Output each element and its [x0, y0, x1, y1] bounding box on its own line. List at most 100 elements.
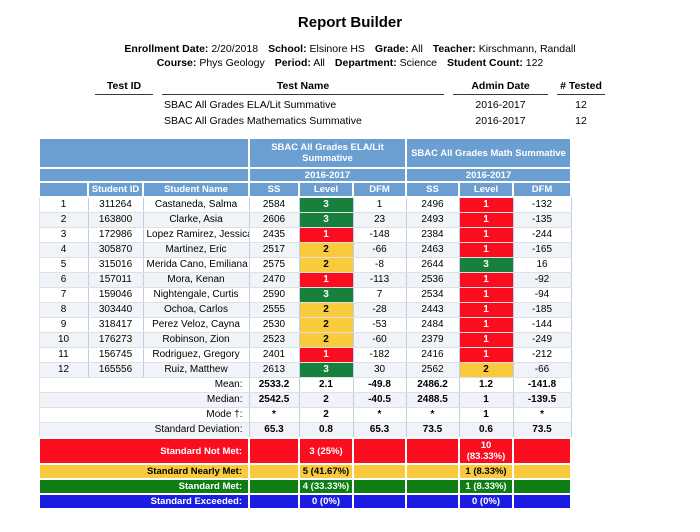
- ela-ss-cell: 2517: [249, 242, 300, 258]
- ela-dfm-cell: -53: [353, 317, 407, 333]
- student-id-cell: 176273: [88, 332, 144, 348]
- row-number-cell: 6: [38, 272, 89, 288]
- column-header-math-ss: SS: [405, 181, 460, 198]
- standard-ela-dfm-cell: [352, 463, 407, 480]
- row-number-cell: 10: [38, 332, 89, 348]
- ela-ss-cell: 2530: [249, 317, 300, 333]
- group-header-blank: [38, 137, 250, 169]
- math-ss-cell: 2443: [406, 302, 460, 318]
- student-name-cell: Robinson, Zion: [143, 332, 250, 348]
- standard-math-dfm-cell: [511, 437, 573, 465]
- math-ss-cell: 2496: [406, 197, 460, 213]
- standard-ela-ss-cell: [248, 437, 300, 465]
- ela-dfm-cell: 1: [353, 197, 407, 213]
- tests-header-row: Test ID Test Name Admin Date # Tested: [95, 79, 605, 95]
- summary-value-cell: *: [406, 407, 460, 423]
- summary-value-cell: 73.5: [406, 422, 460, 439]
- column-header-math-level: Level: [458, 181, 514, 198]
- summary-value-cell: 0.8: [299, 422, 354, 439]
- standard-math-ss-cell: [405, 437, 460, 465]
- test-admin-date-cell: 2016-2017: [475, 115, 526, 127]
- ela-ss-cell: 2584: [249, 197, 300, 213]
- column-header-student-name: Student Name: [142, 181, 250, 198]
- summary-value-cell: *: [513, 407, 572, 423]
- standard-math-level-cell: 0 (0%): [458, 493, 514, 510]
- column-header-math-dfm: DFM: [511, 181, 573, 198]
- summary-label-cell: Mode †:: [38, 407, 250, 423]
- results-table: SBAC All Grades ELA/Lit Summative SBAC A…: [38, 137, 573, 510]
- test-num-tested-cell: 12: [575, 115, 587, 127]
- ela-ss-cell: 2470: [249, 272, 300, 288]
- math-ss-cell: 2484: [406, 317, 460, 333]
- math-ss-cell: 2416: [406, 347, 460, 363]
- row-number-cell: 4: [38, 242, 89, 258]
- summary-value-cell: 2533.2: [249, 377, 300, 393]
- row-number-cell: 3: [38, 227, 89, 243]
- column-header-student-id: Student ID: [87, 181, 144, 198]
- math-level-cell: 3: [459, 257, 514, 273]
- ela-ss-cell: 2555: [249, 302, 300, 318]
- standard-ela-dfm-cell: [352, 493, 407, 510]
- criteria-line-1: Enrollment Date: 2/20/2018 School: Elsino…: [0, 42, 700, 56]
- student-row: 8 303440 Ochoa, Carlos 2555 2 -28 2443 1 -185: [38, 302, 572, 318]
- column-header-row: Student ID Student Name SS Level DFM SS …: [38, 181, 573, 198]
- test-row: SBAC All Grades ELA/Lit Summative 2016-20…: [95, 95, 605, 111]
- summary-value-cell: 2488.5: [406, 392, 460, 408]
- row-number-cell: 7: [38, 287, 89, 303]
- criteria-field: School: Elsinore HS: [268, 43, 365, 55]
- ela-level-cell: 2: [299, 332, 354, 348]
- student-name-cell: Martinez, Eric: [143, 242, 250, 258]
- math-level-cell: 1: [459, 287, 514, 303]
- ela-level-cell: 2: [299, 242, 354, 258]
- math-level-cell: 1: [459, 227, 514, 243]
- criteria-field: Course: Phys Geology: [156, 57, 265, 69]
- ela-dfm-cell: 23: [353, 212, 407, 228]
- year-header-blank: [38, 167, 250, 183]
- student-id-cell: 318417: [88, 317, 144, 333]
- math-level-cell: 1: [459, 242, 514, 258]
- test-admin-date-cell: 2016-2017: [475, 99, 526, 111]
- ela-ss-cell: 2435: [249, 227, 300, 243]
- student-name-cell: Ruiz, Matthew: [143, 362, 250, 378]
- math-dfm-cell: -66: [513, 362, 572, 378]
- summary-row: Mode †: * 2 * * 1 *: [38, 407, 572, 423]
- student-name-cell: Lopez Ramirez, Jessica: [143, 227, 250, 243]
- math-dfm-cell: -212: [513, 347, 572, 363]
- standard-row: Standard Exceeded: 0 (0%) 0 (0%): [38, 493, 573, 510]
- student-row: 9 318417 Perez Veloz, Cayna 2530 2 -53 2484 1 -1…: [38, 317, 572, 333]
- ela-level-cell: 3: [299, 287, 354, 303]
- ela-dfm-cell: -28: [353, 302, 407, 318]
- student-row: 12 165556 Ruiz, Matthew 2613 3 30 2562 2 -66: [38, 362, 572, 378]
- summary-value-cell: 2542.5: [249, 392, 300, 408]
- tests-table: Test ID Test Name Admin Date # Tested SB…: [86, 79, 614, 127]
- student-row: 4 305870 Martinez, Eric 2517 2 -66 2463 1 -165: [38, 242, 572, 258]
- student-row: 2 163800 Clarke, Asia 2606 3 23 2493 1 -135: [38, 212, 572, 228]
- math-level-cell: 1: [459, 302, 514, 318]
- summary-row: Mean: 2533.2 2.1 -49.8 2486.2 1.2 -141.8: [38, 377, 572, 393]
- standard-math-ss-cell: [405, 463, 460, 480]
- year-header-ela: 2016-2017: [248, 167, 407, 183]
- year-header-row: 2016-2017 2016-2017: [38, 167, 573, 183]
- summary-label-cell: Standard Deviation:: [38, 422, 250, 439]
- test-row: SBAC All Grades Mathematics Summative 201…: [95, 111, 605, 127]
- student-row: 1 311264 Castaneda, Salma 2584 3 1 2496 1 -132: [38, 197, 572, 213]
- ela-level-cell: 1: [299, 272, 354, 288]
- ela-dfm-cell: -113: [353, 272, 407, 288]
- student-id-cell: 159046: [88, 287, 144, 303]
- summary-value-cell: -49.8: [353, 377, 407, 393]
- test-name-cell: SBAC All Grades ELA/Lit Summative: [164, 99, 337, 111]
- standard-ela-level-cell: 0 (0%): [298, 493, 354, 510]
- summary-value-cell: *: [249, 407, 300, 423]
- math-level-cell: 1: [459, 272, 514, 288]
- criteria-field: Grade: All: [374, 43, 423, 55]
- standard-math-dfm-cell: [511, 478, 573, 495]
- column-header-index: [38, 181, 89, 198]
- summary-label-cell: Mean:: [38, 377, 250, 393]
- criteria-field: Department: Science: [334, 57, 438, 69]
- math-dfm-cell: -144: [513, 317, 572, 333]
- math-ss-cell: 2463: [406, 242, 460, 258]
- student-id-cell: 311264: [88, 197, 144, 213]
- summary-value-cell: 2: [299, 407, 354, 423]
- ela-level-cell: 3: [299, 212, 354, 228]
